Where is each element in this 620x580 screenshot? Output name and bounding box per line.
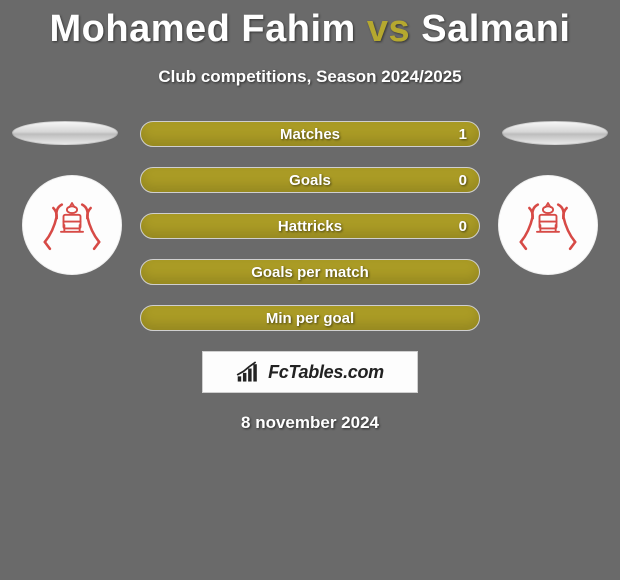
- stat-label: Goals: [289, 172, 331, 189]
- left-oval-shape: [12, 121, 118, 145]
- right-team-column: [488, 121, 608, 275]
- stat-value: 1: [459, 126, 467, 143]
- player-1-name: Mohamed Fahim: [50, 8, 356, 50]
- right-oval-shape: [502, 121, 608, 145]
- page-title: Mohamed Fahim vs Salmani: [50, 8, 571, 51]
- right-crest-icon: [514, 198, 582, 252]
- subtitle: Club competitions, Season 2024/2025: [158, 67, 461, 87]
- stat-bar-goals-per-match: Goals per match: [140, 259, 480, 285]
- left-crest-disc: [22, 175, 122, 275]
- stat-bar-goals: Goals 0: [140, 167, 480, 193]
- vs-text: vs: [367, 8, 410, 50]
- left-crest-icon: [38, 198, 106, 252]
- site-logo-text: FcTables.com: [268, 362, 384, 383]
- stat-value: 0: [459, 172, 467, 189]
- stat-label: Matches: [280, 126, 340, 143]
- player-2-name: Salmani: [421, 8, 570, 50]
- site-logo-box: FcTables.com: [202, 351, 418, 393]
- chart-icon: [236, 360, 262, 384]
- stat-bars: Matches 1 Goals 0 Hattricks 0 Goals per …: [140, 121, 480, 331]
- left-team-column: [12, 121, 132, 275]
- right-crest-disc: [498, 175, 598, 275]
- stat-bar-matches: Matches 1: [140, 121, 480, 147]
- stat-bar-hattricks: Hattricks 0: [140, 213, 480, 239]
- date-text: 8 november 2024: [241, 413, 379, 433]
- comparison-row: Matches 1 Goals 0 Hattricks 0 Goals per …: [0, 121, 620, 331]
- stat-label: Goals per match: [251, 264, 369, 281]
- stat-bar-min-per-goal: Min per goal: [140, 305, 480, 331]
- stat-label: Min per goal: [266, 310, 354, 327]
- stat-value: 0: [459, 218, 467, 235]
- stat-label: Hattricks: [278, 218, 342, 235]
